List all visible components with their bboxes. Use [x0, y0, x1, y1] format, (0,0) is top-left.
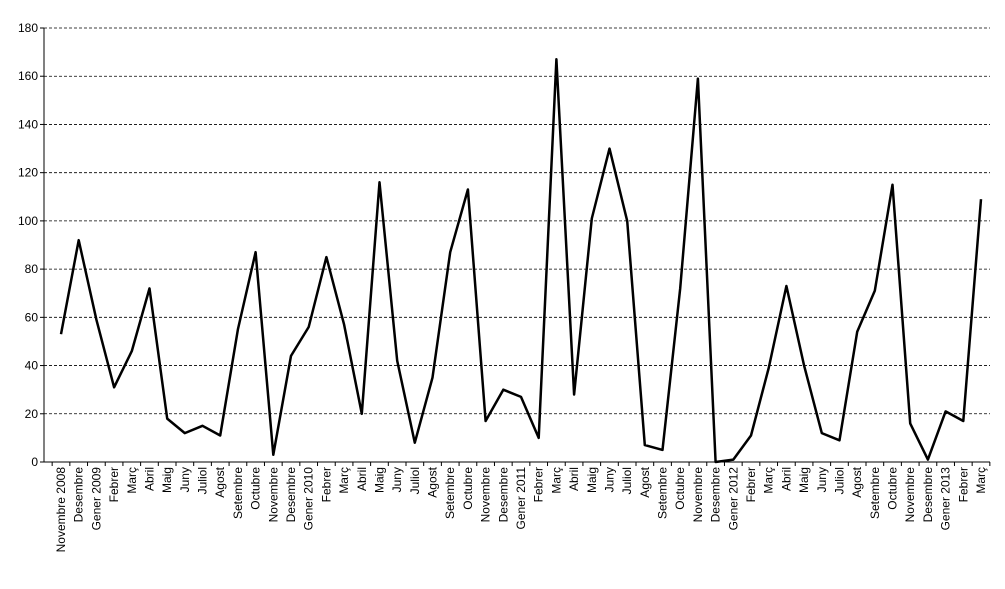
x-tick-label: Març: [125, 467, 139, 494]
x-tick-label: Juny: [602, 467, 616, 492]
y-tick-label: 0: [31, 455, 38, 469]
x-tick-label: Setembre: [231, 467, 245, 519]
x-tick-label: Juliol: [620, 467, 634, 494]
x-tick-label: Agost: [850, 466, 864, 497]
x-tick-label: Gener 2012: [726, 467, 740, 531]
x-tick-label: Gener 2011: [514, 467, 528, 530]
x-tick-label: Desembre: [496, 467, 510, 523]
x-tick-label: Juny: [178, 467, 192, 492]
x-axis-ticks: Novembre 2008 Desembre Gener 2009 Febrer Mar…: [51, 462, 991, 553]
x-tick-label: Abril: [567, 467, 581, 491]
y-tick-label: 40: [25, 359, 39, 373]
x-tick-label: Setembre: [868, 467, 882, 519]
y-axis-ticks: 0 20 40 60 80 100 120 140 160 180: [18, 21, 44, 469]
x-tick-label: Agost: [213, 466, 227, 497]
x-tick-label: Octubre: [461, 467, 475, 510]
y-tick-label: 160: [18, 69, 38, 83]
series-layer: [59, 58, 983, 464]
x-tick-label: Febrer: [956, 467, 970, 502]
x-tick-label: Març: [974, 467, 988, 494]
series-line: [59, 58, 983, 464]
x-tick-label: Desembre: [284, 467, 298, 523]
x-tick-label: Febrer: [107, 467, 121, 502]
x-tick-label: Agost: [638, 466, 652, 497]
x-tick-label: Març: [549, 467, 563, 494]
x-tick-label: Abril: [142, 467, 156, 491]
x-tick-label: Juliol: [196, 467, 210, 494]
x-tick-label: Febrer: [319, 467, 333, 502]
x-tick-label: Octubre: [886, 467, 900, 510]
x-tick-label: Maig: [797, 467, 811, 493]
x-tick-label: Maig: [585, 467, 599, 493]
x-tick-label: Setembre: [656, 467, 670, 519]
x-tick-label: Gener 2009: [89, 467, 103, 531]
gridlines: [44, 27, 990, 415]
x-tick-label: Agost: [426, 466, 440, 497]
x-tick-label: Maig: [160, 467, 174, 493]
y-tick-label: 60: [25, 310, 39, 324]
x-tick-label: Novembre 2008: [54, 467, 68, 553]
y-tick-label: 120: [18, 166, 38, 180]
x-tick-label: Abril: [355, 467, 369, 491]
x-tick-label: Gener 2013: [939, 467, 953, 531]
x-tick-label: Abril: [779, 467, 793, 491]
x-tick-label: Juliol: [408, 467, 422, 494]
x-tick-label: Juny: [815, 467, 829, 492]
y-tick-label: 100: [18, 214, 38, 228]
x-tick-label: Setembre: [443, 467, 457, 519]
x-tick-label: Maig: [372, 467, 386, 493]
x-tick-label: Març: [337, 467, 351, 494]
y-tick-label: 140: [18, 117, 38, 131]
x-tick-label: Desembre: [921, 467, 935, 523]
x-tick-label: Març: [762, 467, 776, 494]
x-tick-label: Octubre: [673, 467, 687, 510]
x-tick-label: Octubre: [249, 467, 263, 510]
y-tick-label: 80: [25, 262, 39, 276]
x-tick-label: Febrer: [532, 467, 546, 502]
x-tick-label: Novembre: [903, 467, 917, 523]
x-tick-label: Desembre: [709, 467, 723, 523]
y-tick-label: 180: [18, 21, 38, 35]
x-tick-label: Juny: [390, 467, 404, 492]
x-tick-label: Novembre: [691, 467, 705, 523]
x-tick-label: Novembre: [266, 467, 280, 523]
x-tick-label: Gener 2010: [302, 467, 316, 531]
x-tick-label: Febrer: [744, 467, 758, 502]
y-tick-label: 20: [25, 407, 39, 421]
x-tick-label: Novembre: [479, 467, 493, 523]
x-tick-label: Desembre: [72, 467, 86, 523]
x-tick-label: Juliol: [832, 467, 846, 494]
